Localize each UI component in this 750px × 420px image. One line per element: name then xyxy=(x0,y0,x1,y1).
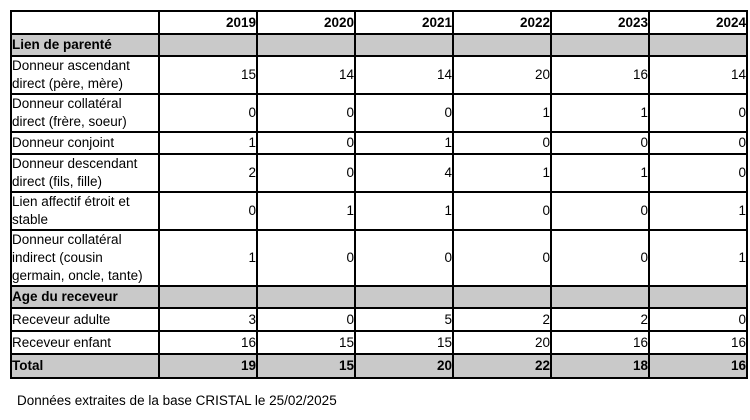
cell-value: 1 xyxy=(550,93,650,133)
cell-value: 20 xyxy=(452,330,552,355)
row-label: Donneur conjoint xyxy=(10,131,160,155)
cell-value: 19 xyxy=(158,353,258,379)
column-header-2021: 2021 xyxy=(354,10,454,35)
cell-value: 16 xyxy=(550,55,650,95)
cell-value: 0 xyxy=(550,131,650,155)
section-row-age-du-receveur: Age du receveur xyxy=(10,285,748,309)
cell-value: 0 xyxy=(256,93,356,133)
cell-value: 22 xyxy=(452,353,552,379)
cell-value: 20 xyxy=(354,353,454,379)
cell-value: 0 xyxy=(256,153,356,193)
column-header-empty xyxy=(10,10,160,35)
row-donneur-descendant-direct: Donneur descendant direct (fils, fille) … xyxy=(10,153,748,193)
table-header-row: 2019 2020 2021 2022 2023 2024 xyxy=(10,10,748,35)
cell-value: 15 xyxy=(158,55,258,95)
cell-value: 0 xyxy=(354,93,454,133)
row-label: Lien affectif étroit et stable xyxy=(10,191,160,231)
row-receveur-adulte: Receveur adulte 3 0 5 2 2 0 xyxy=(10,307,748,332)
column-header-2019: 2019 xyxy=(158,10,258,35)
column-header-2022: 2022 xyxy=(452,10,552,35)
cell-value: 0 xyxy=(256,307,356,332)
cell-value: 1 xyxy=(648,229,748,287)
cell-value: 1 xyxy=(158,229,258,287)
column-header-2020: 2020 xyxy=(256,10,356,35)
cell-value: 5 xyxy=(354,307,454,332)
cell-value: 14 xyxy=(648,55,748,95)
cell-value xyxy=(550,285,650,309)
cell-value: 16 xyxy=(648,353,748,379)
cell-value: 3 xyxy=(158,307,258,332)
cell-value xyxy=(256,285,356,309)
cell-value xyxy=(648,285,748,309)
cell-value xyxy=(452,33,552,57)
cell-value: 0 xyxy=(158,191,258,231)
cell-value: 18 xyxy=(550,353,650,379)
cell-value xyxy=(158,285,258,309)
cell-value: 14 xyxy=(354,55,454,95)
row-label: Receveur enfant xyxy=(10,330,160,355)
cell-value xyxy=(354,285,454,309)
cell-value xyxy=(648,33,748,57)
cell-value: 0 xyxy=(256,131,356,155)
row-receveur-enfant: Receveur enfant 16 15 15 20 16 16 xyxy=(10,330,748,355)
cell-value: 0 xyxy=(452,131,552,155)
section-label: Age du receveur xyxy=(10,285,160,309)
row-donneur-collateral-direct: Donneur collatéral direct (frère, soeur)… xyxy=(10,93,748,133)
row-label: Donneur collatéral indirect (cousin germ… xyxy=(10,229,160,287)
cell-value: 16 xyxy=(158,330,258,355)
cell-value: 1 xyxy=(648,191,748,231)
cell-value xyxy=(256,33,356,57)
cell-value: 0 xyxy=(550,229,650,287)
cell-value: 16 xyxy=(550,330,650,355)
data-table: 2019 2020 2021 2022 2023 2024 Lien de pa… xyxy=(10,10,748,379)
row-donneur-conjoint: Donneur conjoint 1 0 1 0 0 0 xyxy=(10,131,748,155)
row-label: Donneur ascendant direct (père, mère) xyxy=(10,55,160,95)
cell-value: 0 xyxy=(648,153,748,193)
cell-value: 16 xyxy=(648,330,748,355)
cell-value: 15 xyxy=(354,330,454,355)
cell-value: 2 xyxy=(550,307,650,332)
cell-value: 1 xyxy=(550,153,650,193)
cell-value: 0 xyxy=(550,191,650,231)
row-donneur-ascendant-direct: Donneur ascendant direct (père, mère) 15… xyxy=(10,55,748,95)
cell-value: 1 xyxy=(354,191,454,231)
cell-value: 20 xyxy=(452,55,552,95)
cell-value: 1 xyxy=(452,153,552,193)
cell-value: 0 xyxy=(452,229,552,287)
row-lien-affectif: Lien affectif étroit et stable 0 1 1 0 0… xyxy=(10,191,748,231)
section-label: Lien de parenté xyxy=(10,33,160,57)
row-label: Donneur collatéral direct (frère, soeur) xyxy=(10,93,160,133)
cell-value: 0 xyxy=(452,191,552,231)
row-donneur-collateral-indirect: Donneur collatéral indirect (cousin germ… xyxy=(10,229,748,287)
source-note: Données extraites de la base CRISTAL le … xyxy=(17,393,337,408)
cell-value: 0 xyxy=(648,307,748,332)
column-header-2024: 2024 xyxy=(648,10,748,35)
cell-value: 1 xyxy=(158,131,258,155)
column-header-2023: 2023 xyxy=(550,10,650,35)
cell-value: 1 xyxy=(256,191,356,231)
cell-value xyxy=(550,33,650,57)
cell-value: 4 xyxy=(354,153,454,193)
section-row-lien-de-parente: Lien de parenté xyxy=(10,33,748,57)
cell-value: 1 xyxy=(354,131,454,155)
cell-value xyxy=(354,33,454,57)
cell-value: 0 xyxy=(256,229,356,287)
row-label: Receveur adulte xyxy=(10,307,160,332)
cell-value: 15 xyxy=(256,330,356,355)
row-label: Donneur descendant direct (fils, fille) xyxy=(10,153,160,193)
cell-value: 15 xyxy=(256,353,356,379)
total-label: Total xyxy=(10,353,160,379)
cell-value xyxy=(452,285,552,309)
cell-value: 1 xyxy=(452,93,552,133)
cell-value: 0 xyxy=(648,93,748,133)
row-total: Total 19 15 20 22 18 16 xyxy=(10,353,748,379)
cell-value: 0 xyxy=(648,131,748,155)
cell-value: 2 xyxy=(158,153,258,193)
cell-value: 0 xyxy=(158,93,258,133)
cell-value: 0 xyxy=(354,229,454,287)
cell-value: 14 xyxy=(256,55,356,95)
cell-value xyxy=(158,33,258,57)
cell-value: 2 xyxy=(452,307,552,332)
